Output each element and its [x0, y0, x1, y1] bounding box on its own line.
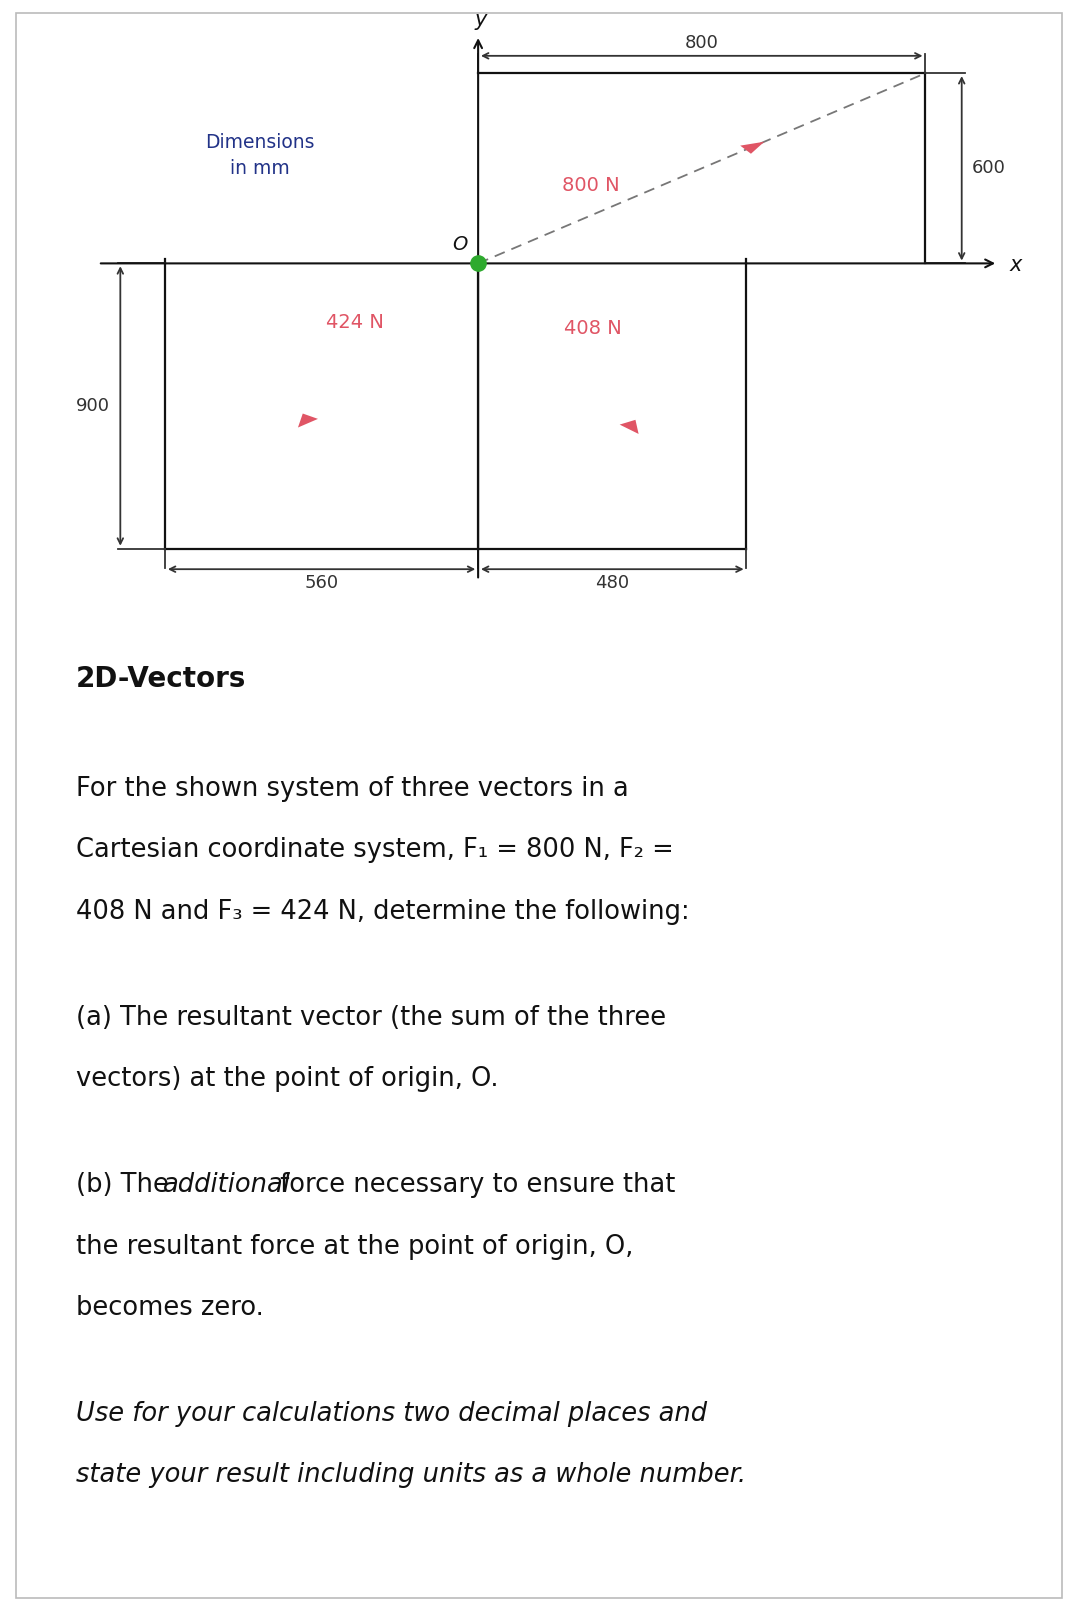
Text: additional: additional	[163, 1173, 291, 1199]
Text: vectors) at the point of origin, O.: vectors) at the point of origin, O.	[76, 1066, 498, 1092]
Text: 900: 900	[77, 396, 110, 416]
Text: 800 N: 800 N	[562, 176, 619, 195]
Text: y: y	[474, 10, 487, 29]
Text: For the shown system of three vectors in a: For the shown system of three vectors in…	[76, 777, 629, 802]
Text: Cartesian coordinate system, F₁ = 800 N, F₂ =: Cartesian coordinate system, F₁ = 800 N,…	[76, 838, 673, 863]
Text: x: x	[1009, 255, 1022, 275]
Text: (b) The: (b) The	[76, 1173, 177, 1199]
Text: O: O	[453, 235, 468, 255]
FancyArrow shape	[298, 263, 478, 427]
Text: 560: 560	[305, 574, 339, 591]
FancyArrow shape	[478, 142, 765, 263]
Text: the resultant force at the point of origin, O,: the resultant force at the point of orig…	[76, 1234, 633, 1260]
Text: 480: 480	[595, 574, 630, 591]
FancyArrow shape	[478, 263, 638, 433]
Text: 424 N: 424 N	[326, 313, 383, 332]
Text: 600: 600	[972, 159, 1005, 177]
Text: 2D-Vectors: 2D-Vectors	[76, 665, 246, 693]
Text: 408 N and F₃ = 424 N, determine the following:: 408 N and F₃ = 424 N, determine the foll…	[76, 899, 689, 925]
Text: state your result including units as a whole number.: state your result including units as a w…	[76, 1463, 745, 1489]
Text: 800: 800	[685, 34, 718, 52]
Text: becomes zero.: becomes zero.	[76, 1295, 264, 1321]
Text: 408 N: 408 N	[564, 319, 622, 338]
Text: (a) The resultant vector (the sum of the three: (a) The resultant vector (the sum of the…	[76, 1005, 665, 1031]
Text: force necessary to ensure that: force necessary to ensure that	[272, 1173, 676, 1199]
Text: Dimensions
in mm: Dimensions in mm	[205, 132, 315, 179]
Text: Use for your calculations two decimal places and: Use for your calculations two decimal pl…	[76, 1402, 706, 1427]
